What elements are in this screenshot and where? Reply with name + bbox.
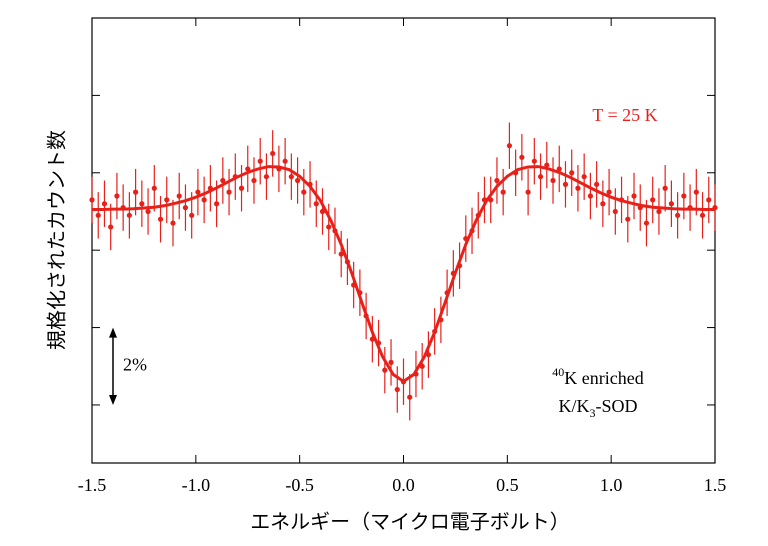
data-point [699,212,706,218]
data-point [382,367,388,373]
data-point [594,181,600,187]
data-point [189,212,195,218]
data-point [525,189,531,195]
data-point [606,189,612,195]
data-point [675,212,681,218]
data-point [282,158,288,164]
sample-text: K/K [558,396,589,416]
data-point [550,177,556,184]
data-point [301,189,307,195]
data-point [506,143,513,149]
data-point [164,197,170,203]
data-point [531,158,537,164]
x-tick-label: -0.5 [285,475,314,495]
data-point [313,201,319,207]
data-point [251,177,257,184]
arrow-head [109,394,117,405]
data-point [114,193,120,199]
data-point [139,201,145,207]
data-point [238,185,245,191]
data-point [612,208,618,215]
data-point [662,185,668,191]
data-point [407,394,413,400]
data-point [519,154,525,160]
x-tick-label: 0.0 [392,475,415,495]
data-point [394,386,400,393]
data-point [693,189,699,195]
data-point [500,189,506,195]
x-axis-label: エネルギー（マイクロ電子ボルト） [250,510,570,534]
data-point [581,174,587,180]
data-point [108,224,114,230]
fit-line [92,165,715,384]
data-point [89,197,95,203]
data-point [151,185,157,191]
data-point [338,251,344,257]
data-point [214,201,220,207]
subscript: 3 [589,406,595,420]
data-point [288,174,294,180]
data-point [220,177,226,184]
data-point [537,174,544,180]
data-point [257,158,263,164]
data-point [195,189,201,195]
x-tick-label: -1.0 [182,475,211,495]
x-tick-label: -1.5 [78,475,107,495]
data-point [326,224,332,230]
mass-number: 40 [552,365,564,379]
data-point [681,193,687,199]
data-point [650,197,656,203]
x-tick-label: 1.0 [600,475,623,495]
data-point [625,216,631,222]
y-axis-label: 規格化されたカウント数 [45,130,69,350]
data-point [133,189,139,195]
data-point [201,197,207,203]
data-point [95,212,101,218]
data-point [631,193,637,199]
temperature-label: T = 25 K [592,105,657,125]
data-point [176,193,182,199]
x-tick-label: 0.5 [496,475,519,495]
scale-bar-label: 2% [123,354,147,374]
sample-label-line2: K/K3-SOD [558,396,637,420]
data-point [569,170,575,176]
data-point [706,197,712,203]
arrow-head [109,327,117,338]
sample-text: -SOD [595,396,637,416]
data-point [388,359,394,365]
data-point [294,177,301,184]
data-point [270,150,276,157]
data-point [157,216,164,222]
data-point [170,220,176,226]
data-point [600,201,606,207]
data-point [587,193,594,199]
data-point [668,201,674,207]
data-point [556,166,562,172]
data-point [562,181,569,187]
data-point [101,201,108,207]
data-point [643,220,650,226]
data-point [245,166,251,172]
sample-label-line1: 40K enriched [552,365,643,388]
data-point [494,177,500,184]
data-point [182,205,189,211]
data-point [575,185,581,191]
x-tick-label: 1.5 [704,475,727,495]
data-point [126,212,132,218]
data-point [544,162,550,168]
sample-text: K enriched [564,368,643,388]
data-point [263,174,270,180]
data-point [226,189,232,195]
data-point [145,208,151,215]
data-point [656,208,662,215]
